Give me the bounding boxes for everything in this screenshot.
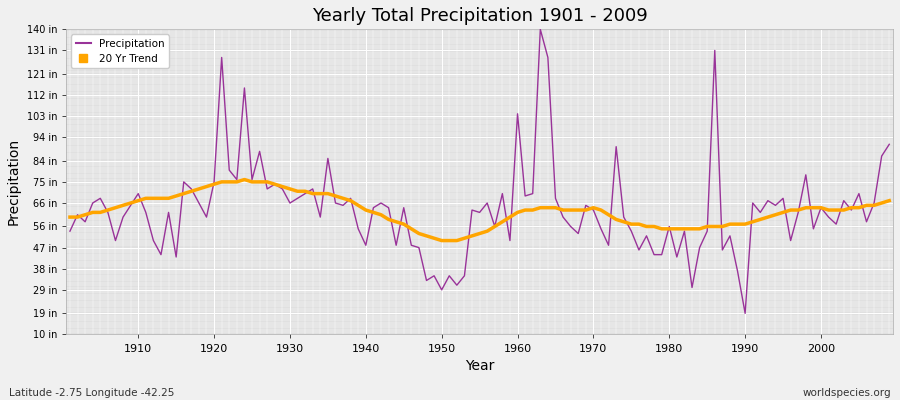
Text: worldspecies.org: worldspecies.org: [803, 388, 891, 398]
Legend: Precipitation, 20 Yr Trend: Precipitation, 20 Yr Trend: [71, 34, 169, 68]
X-axis label: Year: Year: [465, 359, 494, 373]
Text: Latitude -2.75 Longitude -42.25: Latitude -2.75 Longitude -42.25: [9, 388, 175, 398]
Title: Yearly Total Precipitation 1901 - 2009: Yearly Total Precipitation 1901 - 2009: [311, 7, 647, 25]
Y-axis label: Precipitation: Precipitation: [7, 138, 21, 226]
